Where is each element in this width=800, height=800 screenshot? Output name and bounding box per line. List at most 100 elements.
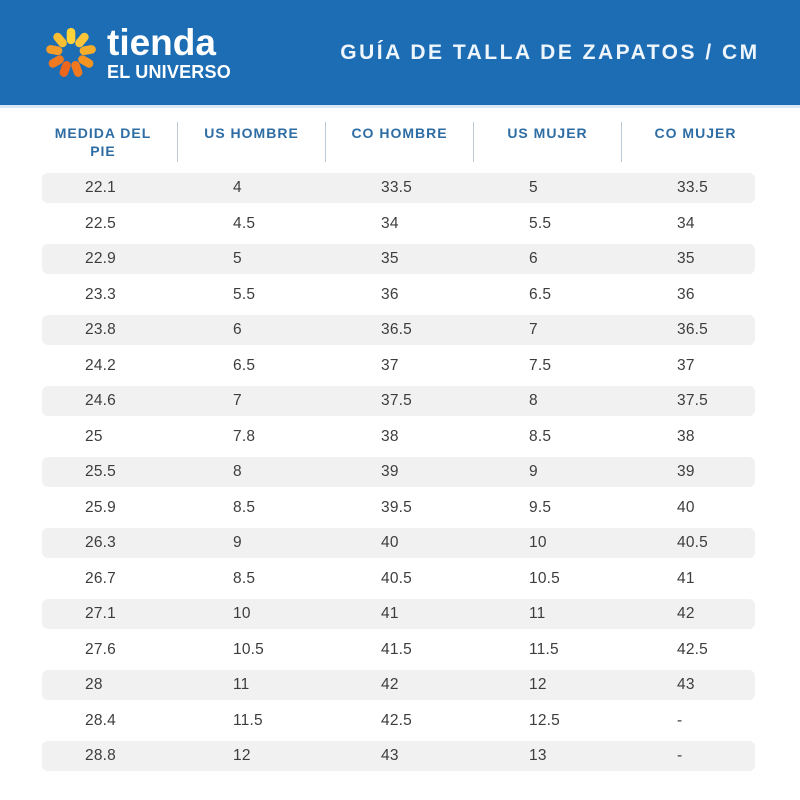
table-cell: 37.5 [381, 392, 412, 409]
table-cell: 37 [381, 356, 399, 374]
table-cell: 42.5 [381, 711, 412, 729]
table-body: 22.1 4 33.5 5 33.5 22.5 4.5 34 5.5 34 22.9 5 35 6 35 23… [29, 173, 769, 771]
table-cell: 10.5 [233, 640, 264, 658]
table-cell: 11 [529, 605, 546, 622]
table-cell: 12.5 [529, 711, 560, 729]
header-band: tienda EL UNIVERSO GUÍA DE TALLA DE ZAPA… [0, 0, 800, 108]
table-cell: 38 [381, 427, 399, 445]
table-cell: 4 [233, 179, 242, 196]
table-row: 22.1 4 33.5 5 33.5 [29, 173, 769, 203]
brand-subname: EL UNIVERSO [107, 62, 231, 82]
table-cell: 34 [677, 214, 695, 232]
table-cell: 36 [381, 285, 399, 303]
size-table: MEDIDA DEL PIE US HOMBRE CO HOMBRE US MU… [29, 122, 769, 771]
table-row: 27.6 10.5 41.5 11.5 42.5 [29, 635, 769, 665]
table-cell: 5.5 [233, 285, 256, 303]
table-cell: 24.6 [85, 392, 116, 409]
table-row: 25.5 8 39 9 39 [29, 457, 769, 487]
table-cell: 27.6 [85, 640, 116, 658]
table-cell: 36.5 [677, 321, 708, 338]
table-cell: 35 [381, 250, 399, 267]
table-cell: 27.1 [85, 605, 116, 622]
table-row: 23.8 6 36.5 7 36.5 [29, 315, 769, 345]
table-cell: 8 [233, 463, 242, 480]
table-row: 28.4 11.5 42.5 12.5 - [29, 706, 769, 736]
table-cell: 9 [233, 534, 242, 551]
table-cell: 7 [233, 392, 242, 409]
table-cell: 13 [529, 747, 547, 764]
table-row: 27.1 10 41 11 42 [29, 599, 769, 629]
table-cell: 10 [529, 534, 547, 551]
table-cell: 9 [529, 463, 538, 480]
table-cell: 41.5 [381, 640, 412, 658]
table-cell: 8.5 [529, 427, 552, 445]
table-cell: 8.5 [233, 498, 256, 516]
table-cell: 23.8 [85, 321, 116, 338]
table-cell: 33.5 [381, 179, 412, 196]
table-cell: 25.9 [85, 498, 116, 516]
table-cell: 23.3 [85, 285, 116, 303]
table-row: 24.6 7 37.5 8 37.5 [29, 386, 769, 416]
table-cell: 40.5 [381, 569, 412, 587]
table-cell: - [677, 747, 683, 764]
brand-wordmark: tienda EL UNIVERSO [107, 24, 231, 81]
column-header-co-hombre: CO HOMBRE [325, 122, 473, 162]
table-row: 26.3 9 40 10 40.5 [29, 528, 769, 558]
table-row: 28 11 42 12 43 [29, 670, 769, 700]
table-cell: 7.8 [233, 427, 256, 445]
sunburst-icon [46, 27, 96, 77]
table-cell: 40 [381, 534, 399, 551]
table-cell: 37.5 [677, 392, 708, 409]
table-cell: 11.5 [233, 711, 263, 729]
table-cell: 10 [233, 605, 251, 622]
column-header-us-mujer: US MUJER [473, 122, 621, 162]
table-cell: 34 [381, 214, 399, 232]
table-cell: 26.3 [85, 534, 116, 551]
table-cell: 40 [677, 498, 695, 516]
table-header-row: MEDIDA DEL PIE US HOMBRE CO HOMBRE US MU… [29, 122, 769, 162]
table-cell: 35 [677, 250, 695, 267]
table-cell: 6.5 [529, 285, 552, 303]
table-cell: 22.1 [85, 179, 116, 196]
brand-logo: tienda EL UNIVERSO [44, 24, 231, 82]
column-header-medida-del-pie: MEDIDA DEL PIE [54, 125, 152, 160]
table-cell: 7 [529, 321, 538, 338]
table-cell: 25.5 [85, 463, 116, 480]
table-cell: 24.2 [85, 356, 116, 374]
table-cell: 6 [233, 321, 242, 338]
table-cell: 28 [85, 676, 103, 693]
table-cell: 42 [381, 676, 399, 693]
table-cell: 12 [529, 676, 547, 693]
table-cell: 28.8 [85, 747, 116, 764]
table-cell: 38 [677, 427, 695, 445]
table-row: 25 7.8 38 8.5 38 [29, 422, 769, 452]
table-cell: 42.5 [677, 640, 708, 658]
table-cell: 10.5 [529, 569, 560, 587]
table-cell: 8.5 [233, 569, 256, 587]
table-row: 23.3 5.5 36 6.5 36 [29, 280, 769, 310]
table-cell: 5 [529, 179, 538, 196]
table-cell: 37 [677, 356, 695, 374]
table-cell: 39 [381, 463, 399, 480]
table-cell: 36 [677, 285, 695, 303]
table-cell: 4.5 [233, 214, 256, 232]
table-cell: 22.9 [85, 250, 116, 267]
table-cell: 36.5 [381, 321, 412, 338]
table-cell: 39 [677, 463, 695, 480]
table-cell: 8 [529, 392, 538, 409]
table-cell: 26.7 [85, 569, 116, 587]
table-cell: 41 [381, 605, 399, 622]
table-cell: 42 [677, 605, 695, 622]
brand-name: tienda [107, 22, 216, 63]
table-cell: 41 [677, 569, 695, 587]
table-cell: 43 [381, 747, 399, 764]
table-cell: 28.4 [85, 711, 116, 729]
table-cell: 40.5 [677, 534, 708, 551]
table-cell: 12 [233, 747, 251, 764]
table-cell: 25 [85, 427, 103, 445]
column-header-co-mujer: CO MUJER [621, 122, 769, 162]
table-row: 22.5 4.5 34 5.5 34 [29, 209, 769, 239]
table-row: 22.9 5 35 6 35 [29, 244, 769, 274]
table-row: 26.7 8.5 40.5 10.5 41 [29, 564, 769, 594]
table-row: 25.9 8.5 39.5 9.5 40 [29, 493, 769, 523]
